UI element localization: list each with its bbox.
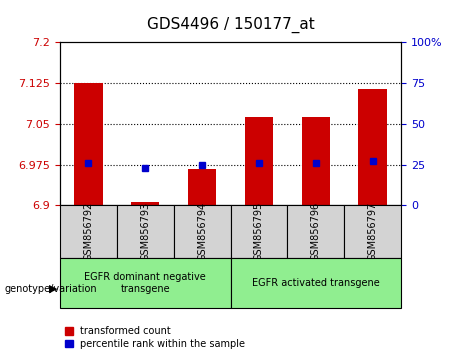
Text: GSM856795: GSM856795 [254,202,264,262]
Text: EGFR dominant negative
transgene: EGFR dominant negative transgene [84,272,206,294]
Legend: transformed count, percentile rank within the sample: transformed count, percentile rank withi… [65,326,245,349]
FancyBboxPatch shape [230,258,401,308]
Text: genotype/variation: genotype/variation [5,284,97,293]
FancyBboxPatch shape [230,205,287,258]
Text: GSM856797: GSM856797 [367,202,378,262]
Bar [358,88,387,205]
FancyBboxPatch shape [117,205,174,258]
Bar [131,202,160,205]
FancyBboxPatch shape [60,258,230,308]
FancyBboxPatch shape [60,205,117,258]
Text: GSM856792: GSM856792 [83,202,94,262]
Text: GSM856793: GSM856793 [140,202,150,262]
Bar [188,169,216,205]
FancyBboxPatch shape [344,205,401,258]
Text: GSM856796: GSM856796 [311,202,321,262]
Text: ▶: ▶ [49,284,57,293]
Text: GDS4496 / 150177_at: GDS4496 / 150177_at [147,17,314,33]
Bar [74,82,102,205]
FancyBboxPatch shape [287,205,344,258]
Bar [245,117,273,205]
Text: EGFR activated transgene: EGFR activated transgene [252,278,380,288]
Text: GSM856794: GSM856794 [197,202,207,262]
Bar [301,117,330,205]
FancyBboxPatch shape [174,205,230,258]
